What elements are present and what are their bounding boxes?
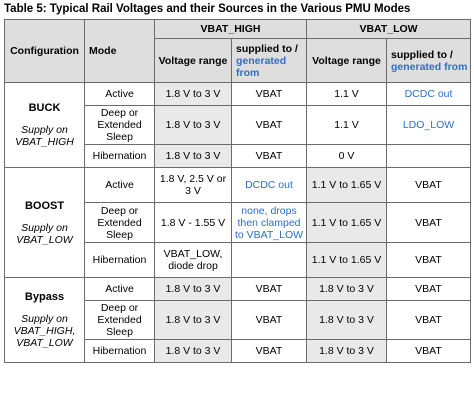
header-mode: Mode: [84, 19, 155, 83]
config-supply: Supply on VBAT_HIGH: [15, 124, 74, 148]
low-source-cell: [385, 144, 472, 168]
table-row: BUCK Supply on VBAT_HIGH Active 1.8 V to…: [4, 82, 472, 168]
high-range-cell: 1.8 V to 3 V: [154, 300, 232, 340]
high-range-cell: 1.8 V to 3 V: [154, 277, 232, 301]
table-caption: Table 5: Typical Rail Voltages and their…: [4, 3, 411, 15]
high-range-cell: 1.8 V to 3 V: [154, 339, 232, 363]
low-range-cell: 1.8 V to 3 V: [306, 277, 387, 301]
low-range-cell: 1.1 V to 1.65 V: [306, 167, 387, 203]
high-range-cell: 1.8 V - 1.55 V: [154, 202, 232, 243]
mode-cell: Active: [84, 277, 155, 301]
low-range-cell: 1.1 V: [306, 105, 387, 145]
table-row: Deep or Extended Sleep 1.8 V to 3 V VBAT…: [5, 105, 472, 145]
config-supply: Supply on VBAT_LOW: [16, 221, 73, 246]
high-source-cell: DCDC out: [231, 167, 307, 203]
high-source-cell: VBAT: [231, 277, 307, 301]
table-row: Bypass Supply on VBAT_HIGH, VBAT_LOW Act…: [4, 277, 472, 363]
low-source-cell: VBAT: [385, 202, 472, 243]
mode-cell: Active: [84, 167, 155, 203]
mode-cell: Deep or Extended Sleep: [84, 300, 155, 340]
mode-cell: Hibernation: [84, 242, 155, 278]
high-range-cell: 1.8 V, 2.5 V or 3 V: [154, 167, 232, 203]
low-range-cell: 1.8 V to 3 V: [306, 300, 387, 340]
low-source-cell: VBAT: [385, 277, 472, 301]
header-generated-from: generated from: [236, 54, 287, 79]
config-cell-boost: BOOST Supply on VBAT_LOW: [4, 167, 85, 278]
table-row: BOOST Supply on VBAT_LOW Active 1.8 V, 2…: [4, 167, 472, 278]
low-source-cell: VBAT: [385, 300, 472, 340]
header-supplied-to: supplied to /: [391, 48, 453, 61]
high-source-cell: VBAT: [231, 144, 307, 168]
mode-cell: Deep or Extended Sleep: [84, 105, 155, 145]
low-source-cell: DCDC out: [385, 82, 472, 106]
high-range-cell: 1.8 V to 3 V: [154, 105, 232, 145]
low-range-cell: 1.1 V: [306, 82, 387, 106]
high-range-cell: 1.8 V to 3 V: [154, 82, 232, 106]
low-range-cell: 1.1 V to 1.65 V: [306, 242, 387, 278]
low-source-cell: LDO_LOW: [385, 105, 472, 145]
low-source-cell: VBAT: [385, 339, 472, 363]
low-source-cell: VBAT: [385, 242, 472, 278]
high-source-cell: [231, 242, 307, 278]
high-source-cell: VBAT: [231, 339, 307, 363]
mode-cell: Active: [84, 82, 155, 106]
table-row: Deep or Extended Sleep 1.8 V to 3 V VBAT…: [5, 300, 472, 340]
header-vbat-high: VBAT_HIGH: [154, 19, 307, 39]
config-cell-bypass: Bypass Supply on VBAT_HIGH, VBAT_LOW: [4, 277, 85, 363]
low-range-cell: 1.8 V to 3 V: [306, 339, 387, 363]
high-range-cell: VBAT_LOW, diode drop: [154, 242, 232, 278]
low-range-cell: 1.1 V to 1.65 V: [306, 202, 387, 243]
config-cell-buck: BUCK Supply on VBAT_HIGH: [4, 82, 85, 168]
header-low-voltage-range: Voltage range: [306, 38, 387, 83]
high-source-cell: VBAT: [231, 82, 307, 106]
header-high-voltage-range: Voltage range: [154, 38, 232, 83]
header-low-supplied-generated: supplied to / generated from: [385, 38, 472, 83]
header-vbat-low: VBAT_LOW: [305, 19, 472, 39]
high-range-cell: 1.8 V to 3 V: [154, 144, 232, 168]
config-supply: Supply on VBAT_HIGH, VBAT_LOW: [13, 313, 76, 349]
header-configuration: Configuration: [4, 19, 85, 83]
config-name: BUCK: [28, 102, 61, 114]
high-source-cell: VBAT: [231, 105, 307, 145]
mode-cell: Deep or Extended Sleep: [84, 202, 155, 243]
mode-cell: Hibernation: [84, 339, 155, 363]
table-row: Hibernation 1.8 V to 3 V VBAT 1.8 V to 3…: [5, 339, 472, 363]
header-generated-from: generated from: [391, 60, 468, 73]
header-supplied-to: supplied to /: [236, 42, 298, 55]
high-source-cell: VBAT: [231, 300, 307, 340]
header-high-supplied-generated: supplied to / generated from: [231, 38, 307, 83]
mode-cell: Hibernation: [84, 144, 155, 168]
high-source-cell: none, drops then clamped to VBAT_LOW: [231, 202, 307, 243]
pmu-rail-voltages-table: Configuration Mode VBAT_HIGH VBAT_LOW Vo…: [4, 19, 472, 363]
table-row: Hibernation VBAT_LOW, diode drop 1.1 V t…: [5, 242, 472, 278]
low-range-cell: 0 V: [306, 144, 387, 168]
config-name: BOOST: [24, 199, 65, 212]
config-name: Bypass: [24, 291, 65, 303]
low-source-cell: VBAT: [385, 167, 472, 203]
